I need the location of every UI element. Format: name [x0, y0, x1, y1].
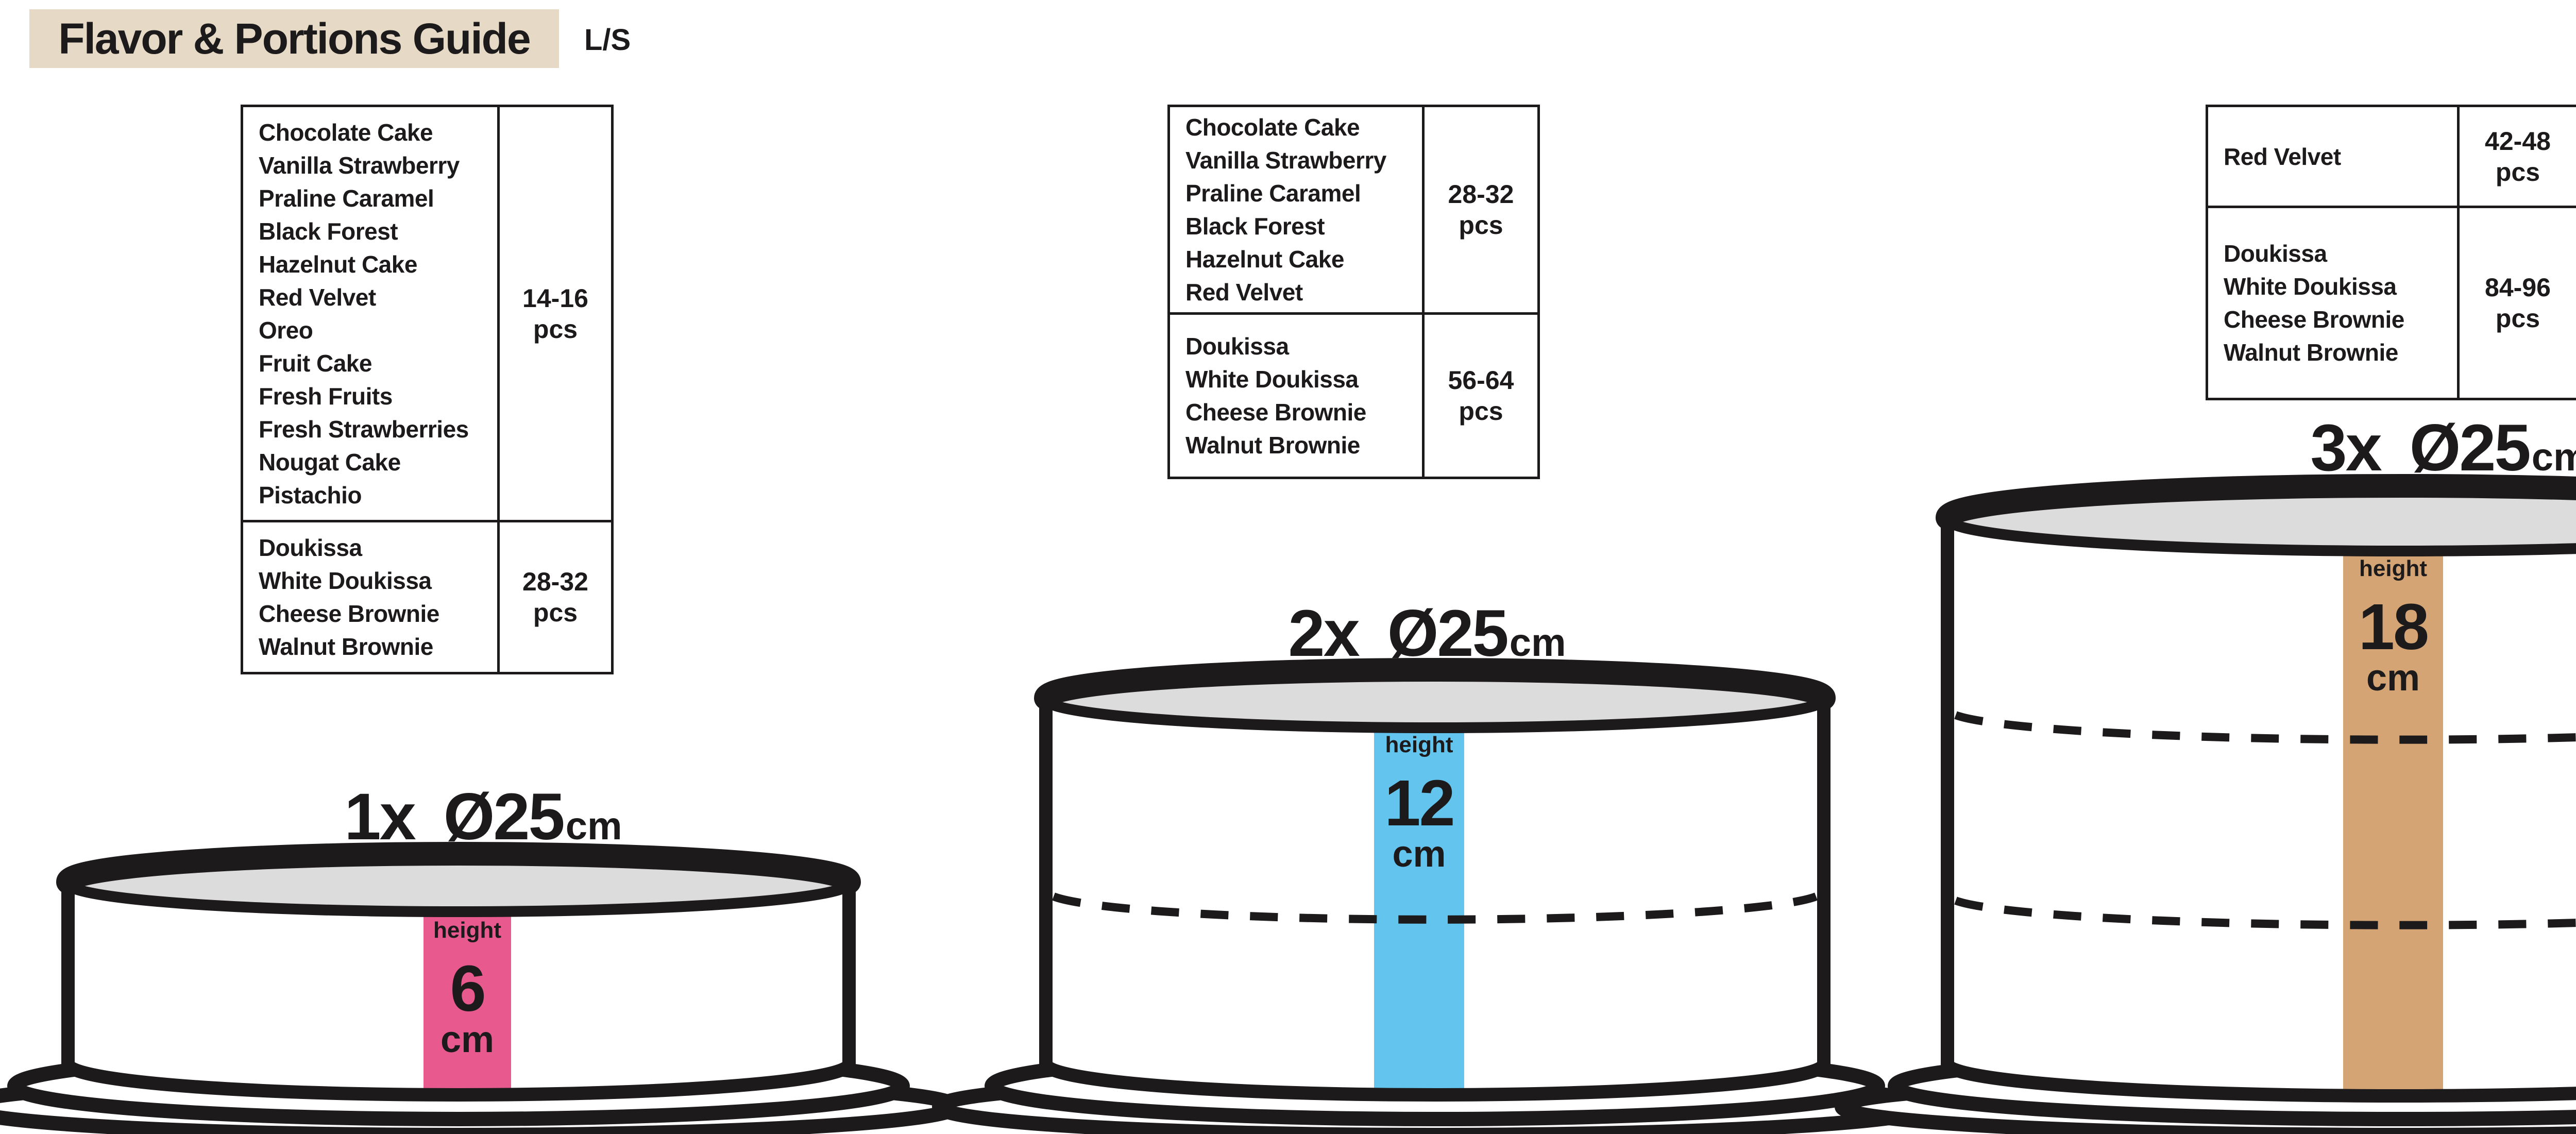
tier-divider-dashed	[1954, 896, 2576, 929]
height-bar	[423, 907, 511, 1091]
portions-table-3x: Red Velvet 42-48 pcs Doukissa White Douk…	[2206, 105, 2576, 400]
height-bar	[2343, 545, 2443, 1091]
height-unit: cm	[1392, 834, 1446, 875]
flavor-cell: Doukissa White Doukissa Cheese Brownie W…	[2208, 208, 2460, 398]
height-caption-3: height 18 cm	[2343, 556, 2443, 697]
portions-unit: pcs	[2495, 304, 2540, 333]
cake-diagram-3	[1835, 474, 2576, 1134]
portions-unit: pcs	[1459, 397, 1503, 426]
portions-value: 14-16	[522, 283, 588, 313]
height-caption-1: height 6 cm	[423, 918, 511, 1060]
flavor-cell: Red Velvet	[2208, 107, 2460, 208]
flavor-cell: Chocolate Cake Vanilla Strawberry Pralin…	[243, 107, 500, 522]
flavor-cell: Doukissa White Doukissa Cheese Brownie W…	[243, 522, 500, 672]
portions-unit: pcs	[533, 314, 578, 344]
height-value: 12	[1384, 767, 1455, 839]
portions-cell: 42-48 pcs	[2460, 107, 2576, 208]
height-word: height	[2359, 556, 2427, 581]
cake-top-rim	[1034, 658, 1836, 710]
portions-table-1x: Chocolate Cake Vanilla Strawberry Pralin…	[241, 105, 614, 674]
height-value: 6	[450, 952, 486, 1025]
height-unit: cm	[440, 1019, 495, 1060]
height-word: height	[1385, 732, 1453, 757]
portions-cell: 84-96 pcs	[2460, 208, 2576, 398]
portions-cell: 14-16 pcs	[500, 107, 611, 522]
cake-size-label-3: 3x Ø25 cm	[2310, 410, 2576, 486]
cake-body	[1947, 518, 2576, 1096]
cake-count: 2x	[1288, 597, 1360, 670]
flavor-cell: Chocolate Cake Vanilla Strawberry Pralin…	[1170, 107, 1425, 315]
portions-unit: pcs	[533, 598, 578, 627]
cake-diameter: Ø25	[1387, 597, 1509, 670]
cake-diagram-1	[0, 842, 963, 1134]
portions-value: 42-48	[2485, 126, 2551, 156]
cake-diameter: Ø25	[2409, 411, 2531, 485]
cake-count: 3x	[2310, 411, 2382, 485]
height-value: 18	[2358, 590, 2429, 663]
cake-count: 1x	[344, 780, 416, 854]
height-unit: cm	[2366, 657, 2420, 699]
portions-cell: 28-32 pcs	[500, 522, 611, 672]
portions-value: 28-32	[1448, 180, 1514, 209]
cake-diameter-unit: cm	[1509, 621, 1566, 665]
height-caption-2: height 12 cm	[1374, 733, 1464, 873]
cake-diameter-unit: cm	[565, 804, 622, 848]
portions-cell: 28-32 pcs	[1425, 107, 1537, 315]
tier-divider-dashed	[1954, 711, 2576, 744]
cake-diagram-2	[932, 658, 1938, 1134]
cake-top-rim	[56, 842, 861, 894]
cake-diameter: Ø25	[443, 780, 565, 854]
portions-value: 28-32	[522, 567, 588, 596]
cake-top-rim	[1936, 474, 2576, 530]
page-title: Flavor & Portions Guide	[58, 14, 531, 63]
portions-unit: pcs	[2495, 157, 2540, 187]
flavor-cell: Doukissa White Doukissa Cheese Brownie W…	[1170, 315, 1425, 477]
portions-value: 56-64	[1448, 366, 1514, 395]
cake-size-label-1: 1x Ø25 cm	[344, 779, 622, 855]
height-bar	[1374, 721, 1464, 1091]
cake-diameter-unit: cm	[2531, 435, 2576, 479]
portions-unit: pcs	[1459, 211, 1503, 240]
portions-table-2x: Chocolate Cake Vanilla Strawberry Pralin…	[1167, 105, 1540, 479]
size-code-label: L/S	[584, 23, 631, 57]
portions-cell: 56-64 pcs	[1425, 315, 1537, 477]
portions-value: 84-96	[2485, 273, 2551, 302]
title-banner: Flavor & Portions Guide	[29, 9, 559, 68]
cake-size-label-2: 2x Ø25 cm	[1288, 596, 1566, 671]
tier-divider-dashed	[1052, 892, 1818, 924]
height-word: height	[433, 918, 501, 943]
